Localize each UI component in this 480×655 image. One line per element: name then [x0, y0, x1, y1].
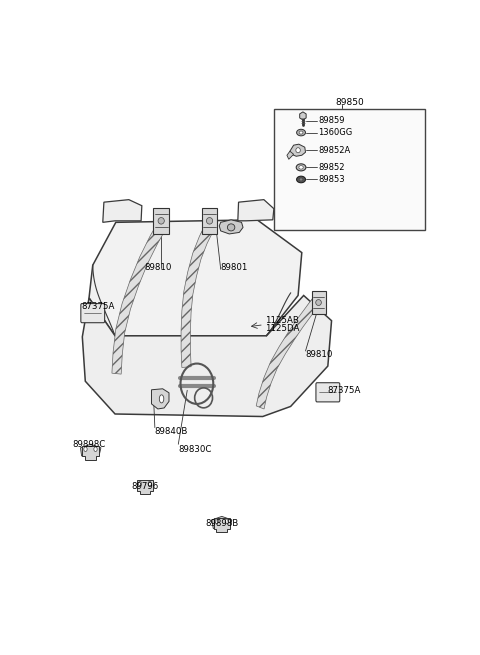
Ellipse shape	[215, 519, 218, 523]
Text: 1125AB: 1125AB	[265, 316, 299, 325]
Polygon shape	[181, 221, 215, 367]
Text: 89830C: 89830C	[178, 445, 212, 454]
Ellipse shape	[225, 519, 228, 523]
Ellipse shape	[299, 178, 303, 181]
Polygon shape	[287, 151, 294, 159]
Ellipse shape	[316, 299, 321, 305]
Text: 89810: 89810	[305, 350, 333, 360]
Text: 89840B: 89840B	[155, 427, 188, 436]
Ellipse shape	[299, 166, 303, 169]
Ellipse shape	[296, 147, 300, 153]
Text: 89852A: 89852A	[319, 145, 351, 155]
Text: 89796: 89796	[132, 481, 159, 491]
Polygon shape	[83, 295, 332, 417]
Ellipse shape	[84, 447, 87, 451]
Text: 89853: 89853	[319, 175, 345, 184]
FancyBboxPatch shape	[312, 291, 325, 314]
Ellipse shape	[159, 395, 164, 403]
Text: 89810: 89810	[145, 263, 172, 272]
FancyBboxPatch shape	[154, 208, 169, 234]
Text: 89850: 89850	[335, 98, 364, 107]
Ellipse shape	[94, 447, 97, 451]
Polygon shape	[256, 297, 320, 409]
Text: 1360GG: 1360GG	[319, 128, 353, 137]
Polygon shape	[112, 221, 166, 374]
Polygon shape	[81, 444, 101, 458]
Text: 89859: 89859	[319, 117, 345, 126]
Polygon shape	[83, 445, 98, 460]
Ellipse shape	[297, 129, 306, 136]
Polygon shape	[219, 220, 243, 234]
Polygon shape	[212, 516, 232, 531]
Polygon shape	[300, 112, 306, 120]
Polygon shape	[238, 200, 274, 221]
Text: 89898B: 89898B	[205, 519, 239, 528]
Text: 89852: 89852	[319, 163, 345, 172]
Polygon shape	[152, 389, 169, 409]
Polygon shape	[137, 480, 153, 495]
Text: 87375A: 87375A	[82, 302, 115, 311]
Polygon shape	[290, 144, 305, 157]
Text: 1125DA: 1125DA	[265, 324, 300, 333]
Ellipse shape	[138, 481, 142, 486]
FancyBboxPatch shape	[81, 303, 105, 323]
Ellipse shape	[158, 217, 164, 224]
Polygon shape	[89, 220, 302, 336]
Ellipse shape	[299, 131, 303, 134]
Text: 89898C: 89898C	[72, 440, 105, 449]
Polygon shape	[103, 200, 142, 222]
Ellipse shape	[297, 176, 306, 183]
Text: 87375A: 87375A	[328, 386, 361, 395]
Bar	[274, 109, 424, 230]
Text: 89801: 89801	[221, 263, 248, 272]
FancyBboxPatch shape	[316, 383, 340, 402]
Ellipse shape	[296, 164, 306, 171]
Ellipse shape	[148, 481, 151, 486]
Ellipse shape	[206, 217, 213, 224]
FancyBboxPatch shape	[202, 208, 217, 234]
Polygon shape	[214, 517, 230, 533]
Ellipse shape	[228, 224, 235, 231]
